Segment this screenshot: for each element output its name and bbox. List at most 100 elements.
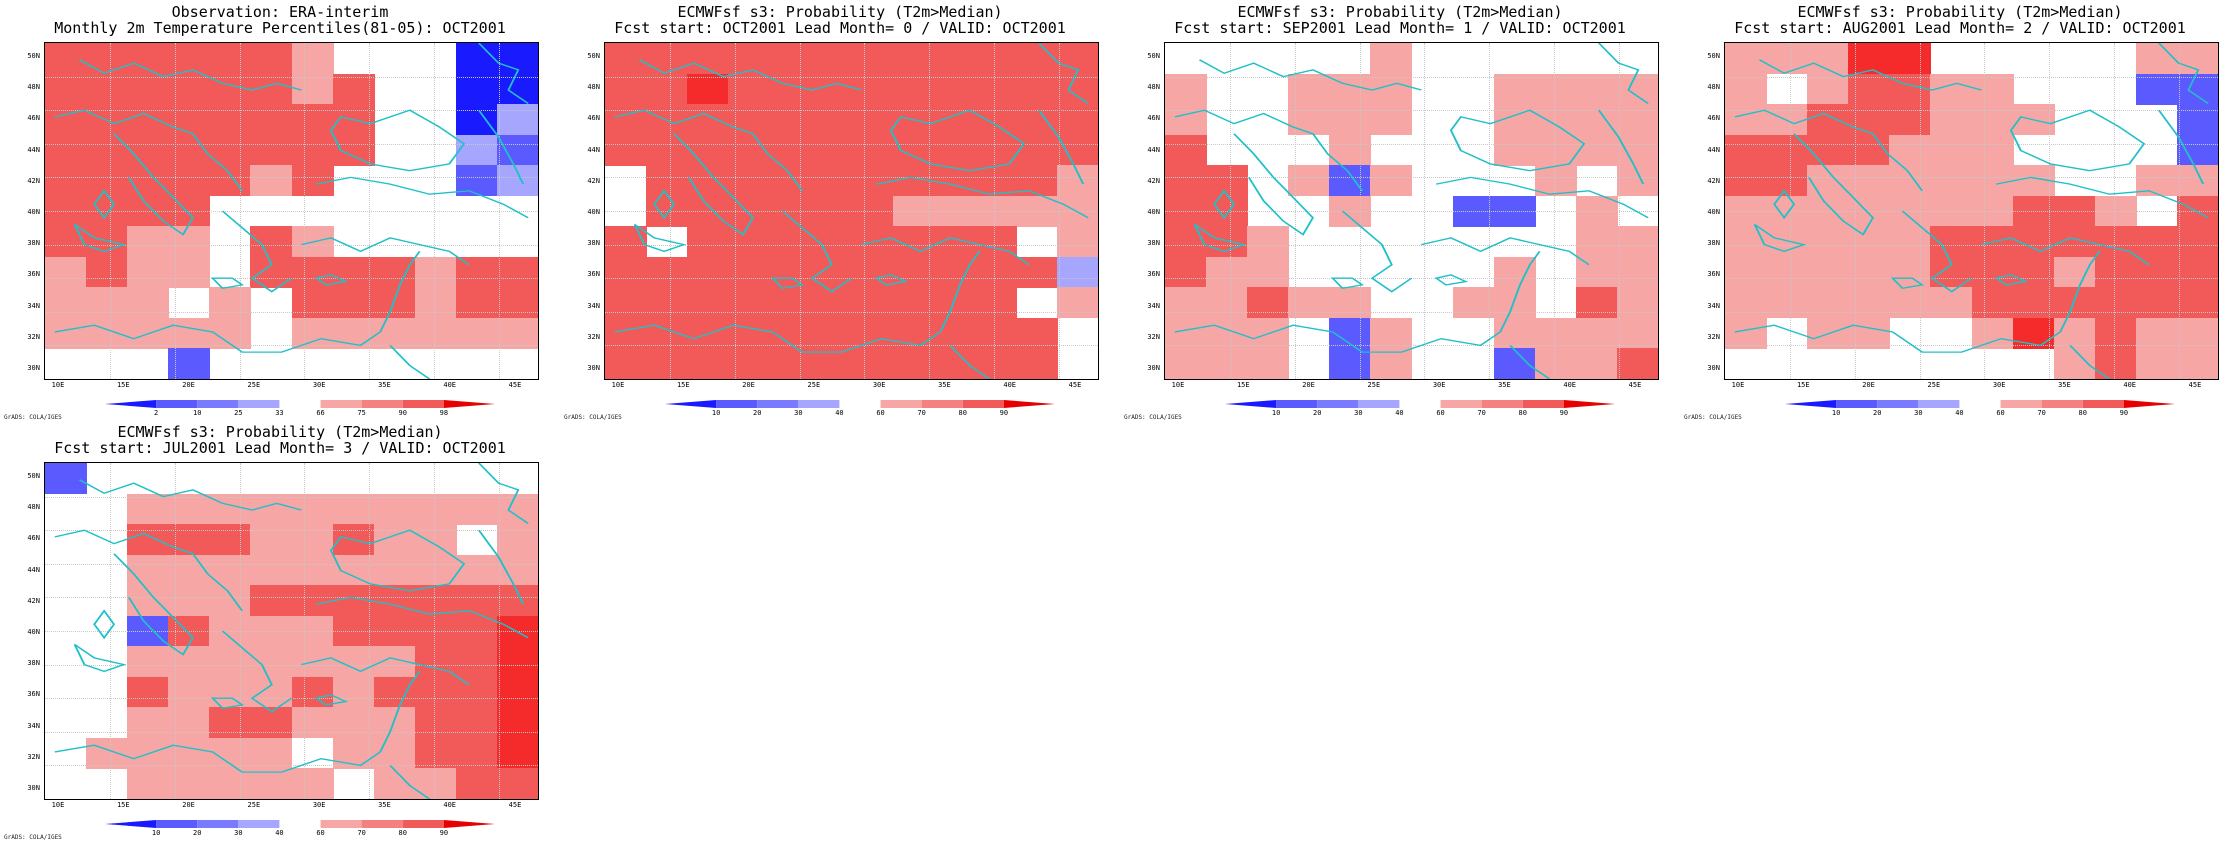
shaded-cell bbox=[892, 43, 935, 74]
colorbar-label: 60 bbox=[316, 829, 325, 837]
shaded-cell bbox=[687, 43, 730, 74]
shaded-cell bbox=[496, 676, 538, 708]
colorbar-segment bbox=[197, 400, 239, 408]
shaded-cell bbox=[1889, 165, 1932, 197]
gridline bbox=[45, 345, 538, 347]
gridline bbox=[45, 177, 538, 179]
shaded-cell bbox=[892, 348, 935, 379]
coastline bbox=[1598, 43, 1649, 104]
panel-title: ECMWFsf s3: Probability (T2m>Median) bbox=[117, 423, 443, 441]
colorbar-segment bbox=[1358, 400, 1400, 408]
shaded-cell bbox=[86, 287, 129, 319]
lon-tick-label: 45E bbox=[1068, 381, 1082, 389]
shaded-cell bbox=[86, 165, 129, 197]
shaded-cell bbox=[1889, 73, 1932, 105]
shaded-cell bbox=[45, 43, 87, 74]
lat-tick-label: 38N bbox=[587, 239, 600, 248]
coastline bbox=[315, 176, 529, 219]
gridline bbox=[45, 631, 538, 632]
shaded-cell bbox=[2053, 317, 2096, 349]
shaded-cell bbox=[2135, 287, 2178, 319]
shaded-cell bbox=[127, 134, 170, 166]
gridline bbox=[1165, 177, 1658, 179]
shaded-cell bbox=[1452, 287, 1495, 319]
shaded-cell bbox=[250, 768, 293, 799]
shaded-cell bbox=[1206, 226, 1249, 258]
gridline bbox=[1725, 345, 2218, 347]
shaded-cell bbox=[1575, 104, 1618, 136]
shaded-cell bbox=[414, 737, 457, 769]
shaded-cell bbox=[1971, 256, 2014, 288]
coastline bbox=[113, 553, 195, 656]
colorbar-segment bbox=[402, 400, 444, 408]
shaded-cell bbox=[373, 554, 416, 586]
shaded-cell bbox=[1616, 226, 1658, 258]
shaded-cell bbox=[687, 348, 730, 379]
colorbar-segment bbox=[1276, 400, 1318, 408]
shaded-cell bbox=[209, 585, 252, 617]
coastline bbox=[653, 189, 676, 220]
shaded-cell bbox=[2135, 348, 2178, 379]
lon-tick-label: 40E bbox=[1563, 381, 1577, 389]
colorbar-label: 25 bbox=[234, 409, 243, 417]
shaded-cell bbox=[1056, 226, 1098, 258]
shaded-cell bbox=[1493, 134, 1536, 166]
shaded-cell bbox=[291, 287, 334, 319]
coastline bbox=[2157, 109, 2205, 185]
shaded-cell bbox=[687, 256, 730, 288]
shaded-cell bbox=[1575, 287, 1618, 319]
coastline bbox=[329, 109, 466, 172]
lat-tick-label: 48N bbox=[27, 83, 40, 92]
colorbar-segment bbox=[1563, 400, 1615, 408]
gridline bbox=[605, 311, 1098, 313]
shaded-cell bbox=[455, 73, 498, 105]
shaded-cell bbox=[2176, 226, 2218, 258]
coastline bbox=[861, 237, 1030, 266]
gridline bbox=[605, 211, 1098, 212]
shaded-cell bbox=[209, 493, 252, 525]
lon-tick-label: 15E bbox=[676, 381, 690, 389]
colorbar bbox=[1785, 400, 2175, 408]
shaded-cell bbox=[2135, 226, 2178, 258]
shaded-cell bbox=[86, 256, 129, 288]
shaded-cell bbox=[455, 317, 498, 349]
colorbar bbox=[105, 400, 495, 408]
coastline bbox=[301, 657, 470, 686]
lat-tick-label: 38N bbox=[1147, 239, 1160, 248]
colorbar-label: 80 bbox=[2078, 409, 2087, 417]
coastline bbox=[2059, 251, 2101, 333]
coastline-overlay bbox=[1174, 43, 1649, 379]
colorbar-label: 40 bbox=[275, 829, 284, 837]
shaded-cell bbox=[1206, 317, 1249, 349]
lat-tick-label: 40N bbox=[587, 208, 600, 216]
shaded-cell bbox=[45, 226, 87, 258]
colorbar-label: 98 bbox=[439, 409, 449, 417]
shaded-cell bbox=[1971, 104, 2014, 136]
lat-tick-label: 46N bbox=[27, 534, 40, 543]
shaded-cell bbox=[86, 317, 129, 349]
shaded-cell bbox=[373, 493, 416, 525]
gridline bbox=[45, 530, 538, 532]
gridline bbox=[1165, 143, 1658, 145]
shaded-cell bbox=[414, 256, 457, 288]
lat-tick-label: 44N bbox=[27, 145, 40, 154]
lat-tick-label: 50N bbox=[1707, 52, 1720, 60]
lon-tick-label: 35E bbox=[378, 381, 391, 389]
shaded-cell bbox=[1534, 73, 1577, 105]
lat-tick-label: 32N bbox=[27, 332, 40, 341]
shaded-cell bbox=[291, 104, 334, 136]
coastline bbox=[1734, 324, 2061, 353]
shaded-cell bbox=[1807, 134, 1850, 166]
coastline bbox=[1753, 223, 1807, 253]
coastline bbox=[781, 210, 853, 293]
lon-tick-label: 25E bbox=[247, 381, 261, 389]
shaded-cell bbox=[769, 104, 812, 136]
colorbar-label: 20 bbox=[753, 409, 762, 417]
colorbar-segment bbox=[402, 820, 444, 828]
coastline bbox=[949, 345, 991, 379]
coastline bbox=[1174, 109, 1364, 192]
coastline bbox=[1037, 109, 1085, 185]
coastline bbox=[770, 277, 805, 290]
lat-tick-label: 46N bbox=[587, 114, 600, 123]
shaded-cell bbox=[127, 768, 170, 799]
